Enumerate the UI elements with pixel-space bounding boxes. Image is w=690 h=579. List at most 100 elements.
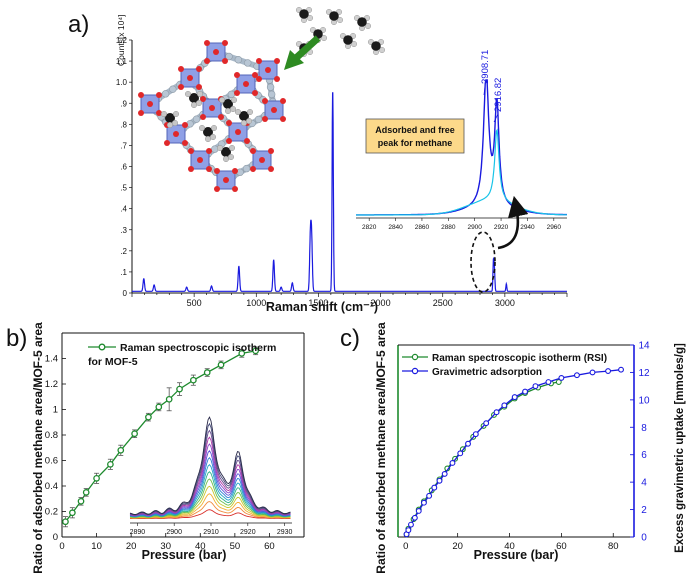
- curved-arrow-icon: [497, 195, 529, 250]
- panel-b-x-tick-label: 10: [91, 541, 102, 552]
- methane-carbon: [221, 147, 231, 157]
- panel-a-x-tick-label: 1500: [308, 298, 328, 308]
- mof-oxygen-atom: [147, 101, 153, 107]
- mof-oxygen-atom: [256, 58, 262, 64]
- mof-oxygen-atom: [252, 72, 258, 78]
- methane-hydrogen: [198, 124, 205, 131]
- panel-a-y-tick-label: .8: [120, 120, 127, 129]
- mof-oxygen-atom: [274, 58, 280, 64]
- rsi-mof5-point: [176, 385, 183, 393]
- panel-a-inset-tick-label: 2860: [415, 224, 430, 231]
- panel-b-inset-spectrum: [129, 450, 291, 517]
- mof-oxygen-atom: [164, 140, 170, 146]
- panel-b-y-tick-label: 1.2: [45, 379, 58, 390]
- mof-oxygen-atom: [280, 98, 286, 104]
- mof-carbon-atom: [254, 115, 263, 124]
- methane-hydrogen: [195, 99, 202, 106]
- panel-b-x-tick-label: 0: [59, 541, 64, 552]
- methane-hydrogen: [230, 96, 237, 103]
- methane-hydrogen: [228, 144, 235, 151]
- panel-a-x-tick-label: 1000: [246, 298, 266, 308]
- panel-b-inset-tick-label: 2920: [240, 529, 256, 536]
- panel-a-ylabel: Counts[x 10⁴]: [116, 15, 126, 66]
- panel-a-y-tick-label: 0: [123, 289, 128, 298]
- panel-b-inset-spectrum: [129, 464, 291, 518]
- mof-carbon-atom: [225, 52, 233, 61]
- methane-carbon: [371, 41, 381, 51]
- panel-a-y-tick-label: .9: [120, 99, 127, 108]
- rsi-mof5-points: [62, 346, 259, 528]
- mof-oxygen-atom: [196, 84, 202, 90]
- mof-oxygen-atom: [222, 58, 228, 64]
- mof-oxygen-atom: [250, 148, 256, 154]
- gravimetric-point: [408, 521, 414, 528]
- gravimetric-point: [483, 420, 490, 427]
- rsi-mof5-line: [64, 350, 256, 523]
- mof-oxygen-atom: [204, 58, 210, 64]
- rsi-mof5-point: [69, 509, 76, 517]
- gravimetric-point: [457, 450, 464, 457]
- panel-b-ylabel: Ratio of adsorbed methane area/MOF-5 are…: [31, 322, 45, 574]
- methane-hydrogen: [218, 96, 225, 103]
- mof-oxygen-atom: [243, 81, 249, 87]
- panel-a-xlabel: Raman shift (cm⁻¹): [266, 300, 378, 314]
- mof-oxygen-atom: [188, 166, 194, 172]
- mof-oxygen-atom: [187, 75, 193, 81]
- mof-oxygen-atom: [223, 177, 229, 183]
- rsi-mof5-point: [117, 446, 125, 454]
- panel-c-y2-tick-label: 10: [638, 395, 650, 406]
- methane-carbon: [165, 113, 175, 123]
- mof-oxygen-atom: [252, 90, 258, 96]
- mof-oxygen-atom: [268, 148, 274, 154]
- panel-c-x-tick-label: 40: [504, 541, 515, 552]
- methane-carbon: [223, 99, 233, 109]
- methane-hydrogen: [240, 119, 247, 126]
- panel-a-y-tick-label: .1: [120, 268, 127, 277]
- callout-box: [365, 118, 465, 154]
- gravimetric-point: [472, 431, 479, 438]
- panel-b-y-tick-label: 0: [53, 532, 58, 543]
- panel-b-inset-spectrum: [129, 485, 291, 519]
- rsi-mof5-point: [155, 403, 163, 411]
- panel-b-inset-spectrum: [129, 422, 291, 516]
- panel-c-legend-rsi: Raman spectroscopic isotherm (RSI): [432, 353, 607, 364]
- gravimetric-point: [522, 388, 529, 395]
- rsi-mof5-point: [62, 518, 69, 526]
- mof-oxygen-atom: [200, 96, 206, 102]
- panel-b-x-tick-label: 30: [160, 541, 171, 552]
- gravimetric-point: [501, 402, 508, 409]
- panel-c-y2-tick-label: 14: [638, 341, 650, 352]
- panel-a-inset-tick-label: 2960: [547, 224, 562, 231]
- panel-c-y2-tick-label: 6: [641, 450, 647, 461]
- panel-b-inset-spectrum: [129, 493, 291, 519]
- methane-hydrogen: [160, 110, 167, 117]
- methane-hydrogen: [184, 90, 191, 97]
- panel-a-y-tick-label: 1.1: [116, 57, 128, 66]
- panel-a-ticks: 500 1000 1500 2000 2500 3000 0 .1 .2 .3 .4 .5 .6 .7 .8…: [116, 36, 568, 308]
- panel-b-inset-spectrum: [129, 509, 291, 520]
- mof-oxygen-atom: [234, 72, 240, 78]
- methane-hydrogen: [209, 133, 216, 140]
- mof-oxygen-atom: [178, 66, 184, 72]
- panel-b-inset-spectrum: [129, 429, 291, 516]
- mof-oxygen-atom: [250, 166, 256, 172]
- methane-hydrogen: [222, 155, 229, 162]
- panel-c-y2-tick-label: 4: [641, 478, 647, 489]
- rsi-mof5-point: [203, 369, 211, 376]
- gravimetric-point: [545, 379, 552, 385]
- mof-oxygen-atom: [178, 84, 184, 90]
- mof-oxygen-atom: [197, 157, 203, 163]
- panel-b-inset-spectrum: [129, 416, 291, 515]
- panel-b-axes: [61, 332, 305, 538]
- methane-hydrogen: [229, 105, 236, 112]
- panel-c-ylabel: Ratio of adsorbed methane area/MOF-5 are…: [374, 322, 388, 574]
- rsi-mof5-point: [131, 430, 138, 438]
- panel-a-chart: 500 1000 1500 2000 2500 3000 0 .1 .2 .3 .4 .5 .6 .7 .8…: [116, 6, 568, 314]
- gravimetric-point: [441, 470, 448, 477]
- panel-b-label: b): [6, 325, 27, 352]
- gravimetric-points: [403, 366, 624, 538]
- panel-b-inset-spectrum: [129, 501, 291, 519]
- panel-a-x-tick-label: 2000: [371, 298, 391, 308]
- panel-a-y-tick-label: 1.2: [116, 36, 128, 45]
